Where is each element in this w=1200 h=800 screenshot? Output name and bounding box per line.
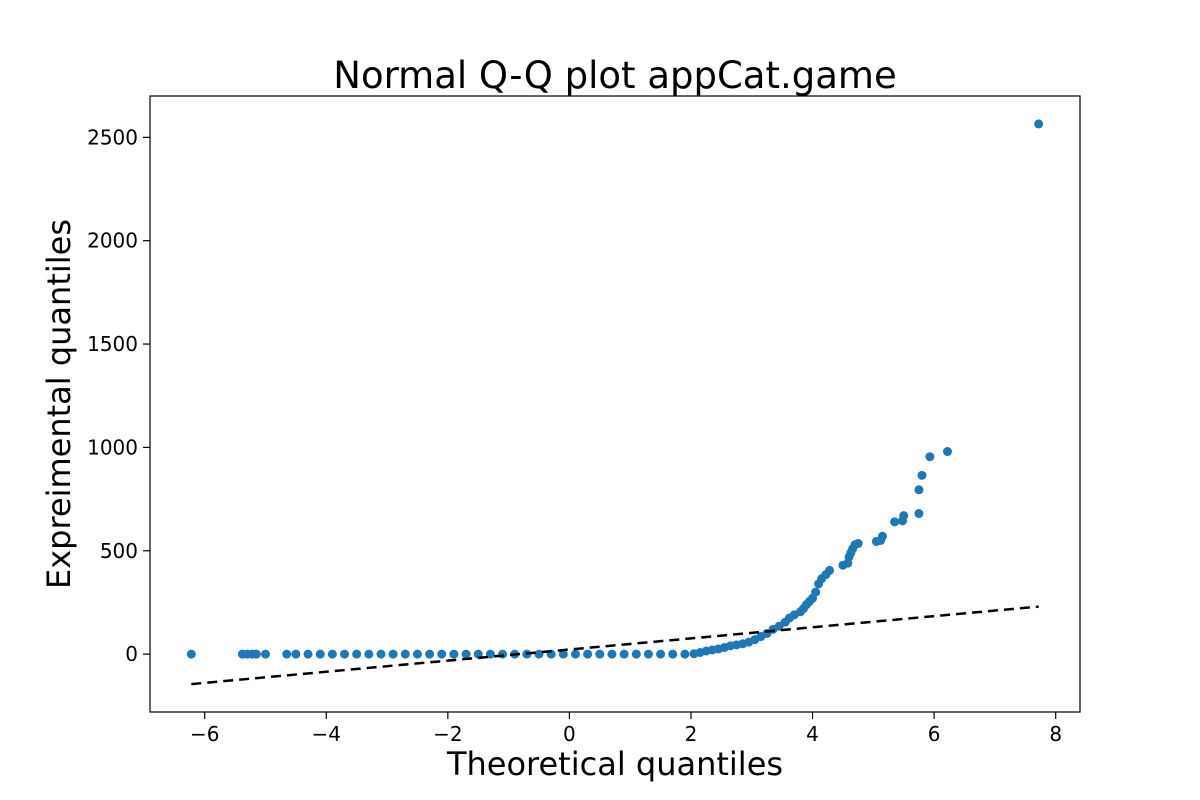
y-tick-label: 500 [100,539,138,563]
data-point [914,509,924,519]
y-tick-label: 0 [125,642,138,666]
data-point [558,649,568,659]
data-point [914,485,924,495]
x-tick-label: −2 [433,722,462,746]
data-point [291,649,301,659]
data-point [680,649,690,659]
data-point [877,531,887,541]
y-tick-label: 1000 [87,435,138,459]
data-point [282,649,292,659]
data-point [461,649,471,659]
data-point [315,649,325,659]
x-tick-label: 0 [563,722,576,746]
data-point [917,470,927,480]
x-axis-ticks: −6 −4 −2 0 2 4 6 8 [190,712,1062,746]
x-axis-label: Theoretical quantiles [446,745,783,783]
data-point [619,649,629,659]
data-point [303,649,313,659]
y-axis-ticks: 0 500 1000 1500 2000 2500 [87,125,150,666]
data-point [340,649,350,659]
x-tick-label: −6 [190,722,219,746]
data-point [1034,119,1044,129]
data-point [595,649,605,659]
data-point [668,649,678,659]
data-point [327,649,337,659]
data-point [853,539,863,549]
data-point [473,649,483,659]
data-points [186,119,1044,659]
data-point [388,649,398,659]
data-point [656,649,666,659]
data-point [260,649,270,659]
x-tick-label: 6 [928,722,941,746]
x-tick-label: 2 [685,722,698,746]
data-point [449,649,459,659]
data-point [376,649,386,659]
data-point [607,649,617,659]
y-axis-label: Expreimental quantiles [40,219,78,589]
chart-title: Normal Q-Q plot appCat.game [333,54,896,97]
data-point [412,649,422,659]
x-tick-label: −4 [312,722,341,746]
data-point [925,452,935,462]
data-point [890,517,900,527]
y-tick-label: 2500 [87,125,138,149]
data-point [186,649,196,659]
data-point [534,649,544,659]
data-point [425,649,435,659]
data-point [899,511,909,521]
data-point [631,649,641,659]
y-tick-label: 1500 [87,332,138,356]
data-point [437,649,447,659]
data-point [942,447,952,457]
x-tick-label: 8 [1049,722,1062,746]
data-point [643,649,653,659]
axes-frame [149,95,1081,713]
x-tick-label: 4 [806,722,819,746]
data-point [352,649,362,659]
reference-line [191,605,1039,686]
data-point [583,649,593,659]
plot-area: −6 −4 −2 0 2 4 6 8 0 500 1000 1500 2000 2500 [87,95,1081,746]
data-point [570,649,580,659]
data-point [498,649,508,659]
data-point [485,649,495,659]
data-point [825,565,835,575]
data-point [364,649,374,659]
data-point [811,587,821,597]
data-point [400,649,410,659]
data-point [251,649,261,659]
y-tick-label: 2000 [87,229,138,253]
